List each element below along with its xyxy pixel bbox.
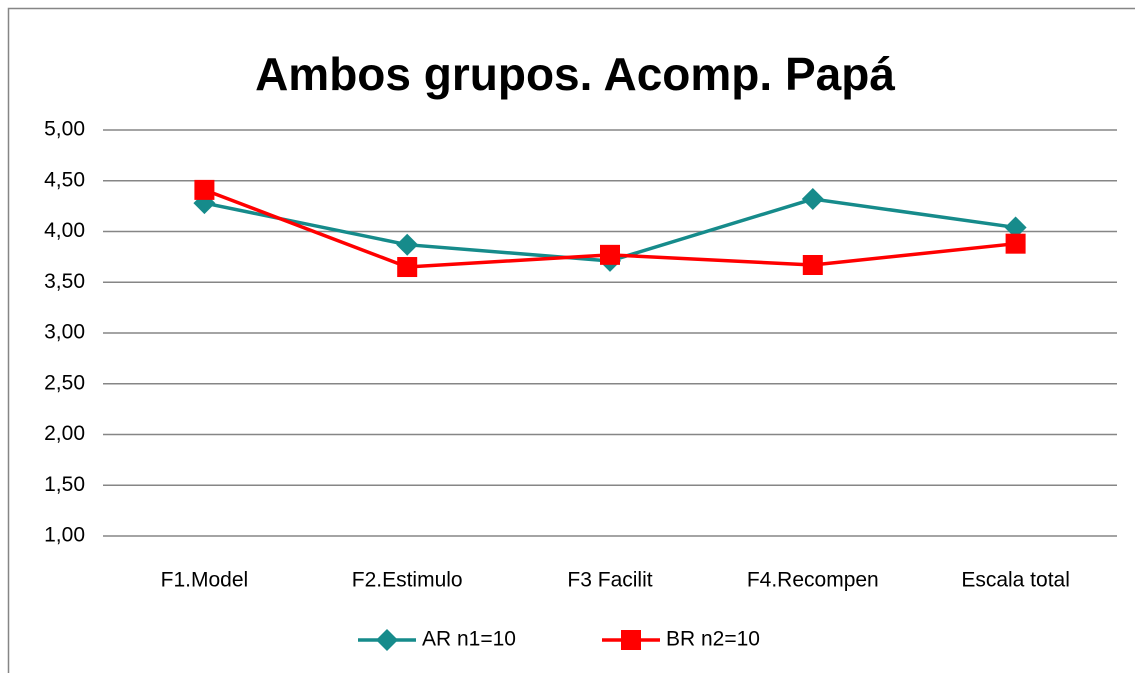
x-tick-label: F1.Model <box>161 569 249 592</box>
data-point <box>396 233 419 256</box>
y-tick-label: 1,50 <box>44 473 85 496</box>
y-tick-label: 4,50 <box>44 168 85 191</box>
y-tick-label: 3,00 <box>44 321 85 344</box>
legend-label: BR n2=10 <box>666 628 760 651</box>
data-point <box>801 188 824 211</box>
y-tick-label: 4,00 <box>44 219 85 242</box>
chart-title: Ambos grupos. Acomp. Papá <box>255 48 895 100</box>
y-tick-label: 3,50 <box>44 270 85 293</box>
legend-swatch-marker <box>376 629 398 651</box>
data-point <box>1004 216 1027 239</box>
legend-label: AR n1=10 <box>422 628 516 651</box>
x-tick-label: Escala total <box>961 569 1070 592</box>
data-point <box>397 257 418 278</box>
legend-swatch-marker <box>621 630 641 650</box>
data-point <box>1005 233 1026 254</box>
y-tick-label: 2,00 <box>44 422 85 445</box>
data-point <box>600 244 620 265</box>
y-tick-label: 5,00 <box>44 118 85 141</box>
data-point <box>802 254 823 275</box>
y-tick-label: 1,00 <box>44 524 85 547</box>
x-tick-label: F4.Recompen <box>747 569 879 592</box>
x-tick-label: F2.Estimulo <box>352 569 463 592</box>
x-tick-label: F3 Facilit <box>567 569 652 592</box>
y-tick-label: 2,50 <box>44 371 85 394</box>
chart-frame <box>7 7 1135 673</box>
data-point <box>194 179 215 200</box>
